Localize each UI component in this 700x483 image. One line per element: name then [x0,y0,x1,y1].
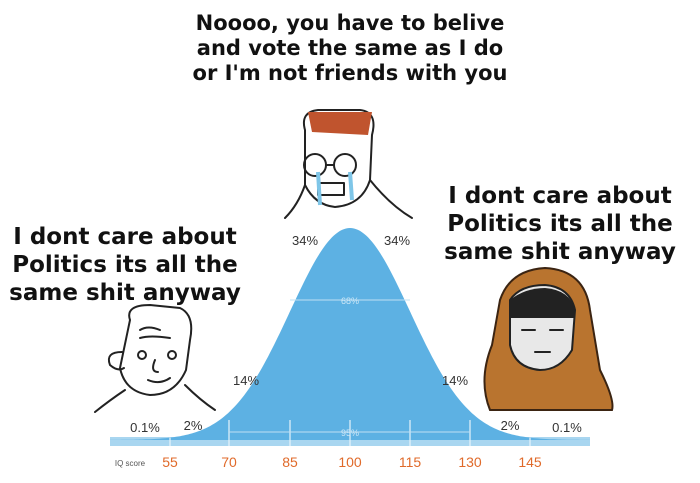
caption-line: or I'm not friends with you [193,61,508,85]
band-label: 14% [442,373,468,388]
band-label: 34% [384,233,410,248]
band-label: 14% [233,373,259,388]
hooded-character [483,266,614,411]
wojak-character [94,304,216,413]
crying-character [284,109,413,219]
band-label: 0.1% [130,420,160,435]
axis-label: IQ score [115,459,146,468]
band-label: 0.1% [552,420,582,435]
band-label: 34% [292,233,318,248]
axis-tick-label: 85 [282,454,298,470]
caption-line: I dont care about [13,224,236,250]
caption-line: Noooo, you have to belive [196,11,505,35]
caption-line: I dont care about [448,183,671,209]
band-label: 2% [184,418,203,433]
axis-tick-label: 70 [221,454,237,470]
bell-curve: 0.1% 2% 14% 34% 34% 14% 2% 0.1% 68% 95% IQ score 55… [110,228,590,470]
axis-tick-label: 100 [338,454,362,470]
axis-tick-label: 55 [162,454,178,470]
range-label: 68% [341,296,359,306]
axis-tick-label: 115 [399,454,422,470]
caption-line: same shit anyway [444,239,676,265]
caption-line: same shit anyway [9,280,241,306]
caption-line: Politics its all the [12,252,237,278]
caption-line: and vote the same as I do [197,36,503,60]
axis-tick-label: 130 [458,454,482,470]
band-label: 2% [501,418,520,433]
axis-tick-label: 145 [518,454,542,470]
range-label: 95% [341,428,359,438]
caption-line: Politics its all the [447,211,672,237]
curve-area [110,228,590,440]
